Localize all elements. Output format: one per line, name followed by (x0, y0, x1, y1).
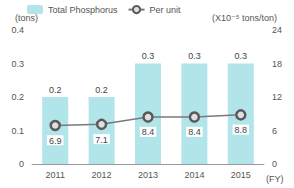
svg-text:2011: 2011 (46, 170, 65, 180)
svg-text:0.3: 0.3 (188, 51, 201, 61)
svg-text:2012: 2012 (92, 170, 112, 180)
svg-text:2013: 2013 (138, 170, 158, 180)
svg-text:0.3: 0.3 (11, 59, 24, 69)
svg-text:2014: 2014 (184, 170, 204, 180)
svg-text:6.9: 6.9 (49, 136, 62, 146)
svg-text:8.4: 8.4 (142, 127, 155, 137)
svg-text:12: 12 (272, 92, 282, 102)
svg-text:0.2: 0.2 (95, 85, 108, 95)
svg-text:0.3: 0.3 (142, 51, 155, 61)
svg-text:18: 18 (272, 59, 282, 69)
svg-text:6: 6 (272, 126, 277, 136)
svg-text:0: 0 (19, 159, 24, 169)
svg-text:24: 24 (272, 25, 282, 35)
svg-text:7.1: 7.1 (95, 135, 108, 145)
svg-text:(FY): (FY) (266, 174, 284, 184)
svg-text:(tons): (tons) (15, 12, 38, 23)
svg-text:(X10⁻⁵ tons/ton): (X10⁻⁵ tons/ton) (212, 13, 277, 23)
svg-text:2015: 2015 (231, 170, 251, 180)
svg-text:0.1: 0.1 (11, 126, 24, 136)
svg-text:0.4: 0.4 (11, 25, 24, 35)
svg-text:8.8: 8.8 (235, 125, 248, 135)
svg-text:8.4: 8.4 (188, 127, 201, 137)
svg-text:0.2: 0.2 (11, 92, 24, 102)
svg-text:0: 0 (272, 159, 277, 169)
svg-text:Per unit: Per unit (150, 5, 182, 15)
svg-text:0.2: 0.2 (49, 85, 62, 95)
svg-text:Total Phosphorus: Total Phosphorus (48, 5, 118, 15)
svg-text:0.3: 0.3 (235, 51, 248, 61)
